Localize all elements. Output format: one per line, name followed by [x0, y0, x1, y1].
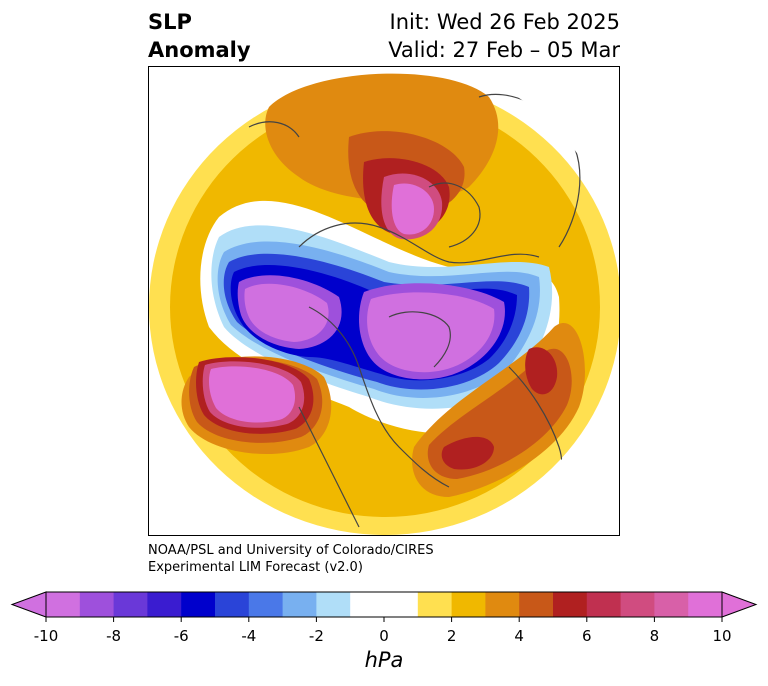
colorbar-swatch: [181, 592, 216, 617]
colorbar-tick-label: -6: [173, 627, 189, 645]
colorbar-swatch: [316, 592, 351, 617]
colorbar-swatch: [248, 592, 284, 617]
credit-text: NOAA/PSL and University of Colorado/CIRE…: [148, 542, 434, 576]
title-line-2: Anomaly: [148, 38, 251, 62]
colorbar-swatch: [46, 592, 81, 617]
title-line-1: SLP: [148, 10, 192, 34]
colorbar-swatch: [553, 592, 588, 617]
colorbar-swatch: [113, 592, 148, 617]
colorbar-tick-label: -10: [33, 627, 59, 645]
colorbar-swatch: [215, 592, 250, 617]
map-title: SLP Anomaly: [148, 8, 251, 64]
credit-line-2: Experimental LIM Forecast (v2.0): [148, 560, 363, 575]
colorbar-tick-label: 10: [712, 627, 732, 645]
high-atlantic-core-1: [441, 436, 494, 470]
high-atlantic-core-2: [525, 347, 558, 395]
low-west-core: [244, 283, 329, 342]
colorbar-extend-right: [721, 591, 758, 618]
colorbar-swatch: [620, 592, 655, 617]
colorbar-swatch: [79, 592, 115, 617]
forecast-dates: Init: Wed 26 Feb 2025 Valid: 27 Feb – 05…: [388, 8, 620, 64]
high-north-core4: [391, 183, 434, 235]
colorbar-tick-label: -2: [308, 627, 324, 645]
colorbar-swatch: [282, 592, 317, 617]
valid-dates: Valid: 27 Feb – 05 Mar: [388, 38, 620, 62]
colorbar-tick-label: 2: [446, 627, 457, 645]
colorbar-swatch: [688, 592, 723, 617]
colorbar-swatch: [384, 592, 419, 617]
high-pacific-core: [208, 366, 296, 423]
colorbar-tick-label: -8: [106, 627, 122, 645]
credit-line-1: NOAA/PSL and University of Colorado/CIRE…: [148, 543, 434, 558]
colorbar-swatch: [451, 592, 486, 617]
colorbar-swatch: [485, 592, 520, 617]
colorbar-svg: [10, 591, 758, 622]
colorbar-units: hPa: [364, 648, 404, 672]
colorbar-swatch: [350, 592, 385, 617]
anomaly-map: [148, 66, 620, 536]
colorbar-tick-label: -4: [241, 627, 257, 645]
low-east-core: [367, 292, 495, 373]
colorbar-tick-label: 4: [514, 627, 524, 645]
colorbar-tick-label: 6: [582, 627, 592, 645]
colorbar-tick-label: 8: [649, 627, 660, 645]
colorbar-extend-left: [10, 591, 47, 618]
colorbar: [0, 588, 768, 628]
init-date: Init: Wed 26 Feb 2025: [389, 10, 620, 34]
map-svg: [149, 73, 619, 535]
colorbar-swatch: [519, 592, 554, 617]
colorbar-swatch: [654, 592, 689, 617]
colorbar-swatch: [417, 592, 453, 617]
colorbar-swatch: [147, 592, 182, 617]
colorbar-swatch: [586, 592, 622, 617]
colorbar-tick-label: 0: [379, 627, 389, 645]
